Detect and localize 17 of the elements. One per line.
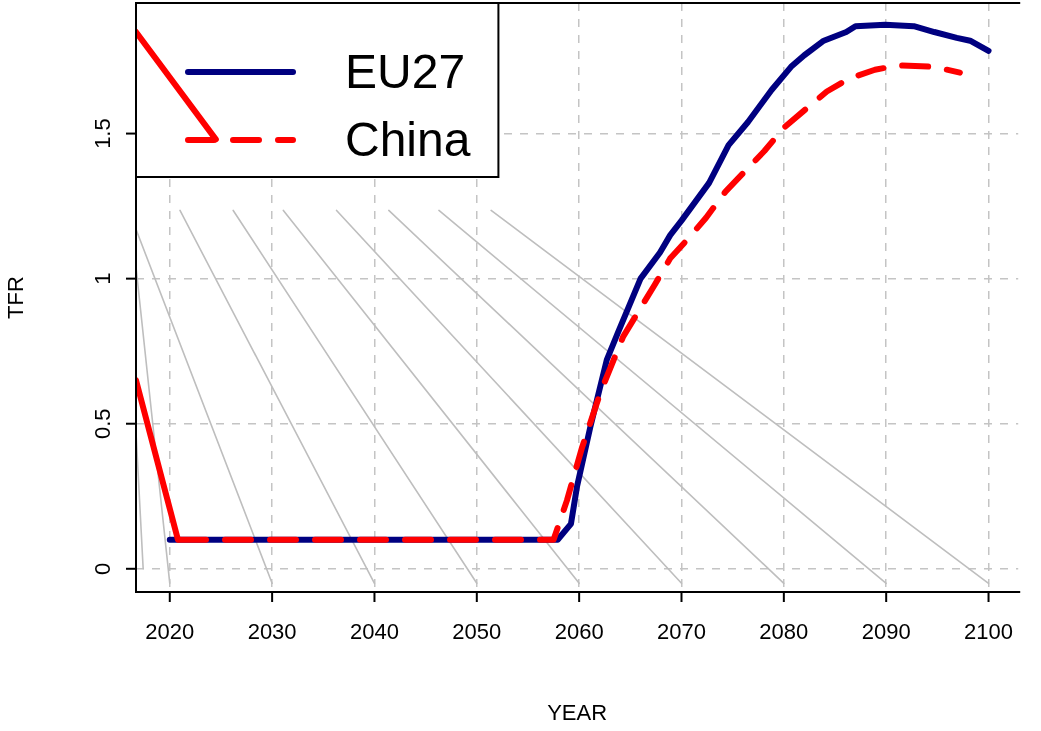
x-tick-label: 2020 xyxy=(145,619,195,645)
x-tick-label: 2090 xyxy=(861,619,911,645)
y-tick-label: 0 xyxy=(90,562,115,575)
x-tick-label: 2070 xyxy=(657,619,706,645)
x-tick-label: 2050 xyxy=(452,619,502,645)
x-tick-label: 2100 xyxy=(964,619,1014,645)
x-axis-title: YEAR xyxy=(547,699,608,725)
y-tick-label: 0.5 xyxy=(90,408,115,440)
y-tick-label: 1.5 xyxy=(90,118,115,149)
legend-label: EU27 xyxy=(345,45,466,99)
x-tick-label: 2060 xyxy=(554,619,604,645)
y-tick-label: 1 xyxy=(90,272,115,285)
x-tick-label: 2080 xyxy=(759,619,809,645)
x-tick-label: 2040 xyxy=(349,619,399,645)
y-axis-title: TFR xyxy=(3,276,29,319)
legend-label: China xyxy=(345,113,471,167)
x-tick-label: 2030 xyxy=(247,619,297,645)
